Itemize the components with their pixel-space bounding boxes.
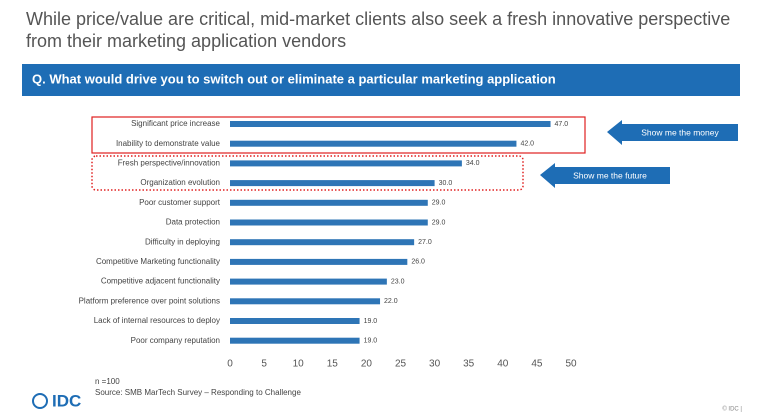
logo-mark	[32, 393, 48, 409]
value-label: 23.0	[391, 278, 405, 285]
x-tick-label: 45	[531, 359, 543, 370]
y-tick-label: Fresh perspective/innovation	[118, 159, 220, 168]
y-tick-label: Difficulty in deploying	[145, 237, 220, 246]
source: Source: SMB MarTech Survey – Responding …	[95, 388, 301, 397]
x-tick-label: 25	[395, 359, 407, 370]
y-tick-label: Poor customer support	[139, 198, 221, 207]
value-label: 30.0	[439, 180, 453, 187]
bar	[230, 140, 517, 147]
value-label: 29.0	[432, 200, 446, 207]
y-tick-label: Inability to demonstrate value	[116, 139, 221, 148]
highlight-box	[91, 116, 586, 154]
value-label: 29.0	[432, 219, 446, 226]
value-label: 47.0	[555, 121, 569, 128]
value-label: 22.0	[384, 298, 398, 305]
bar	[230, 298, 381, 305]
logo: IDC	[52, 391, 81, 410]
y-tick-label: Platform preference over point solutions	[79, 296, 220, 305]
y-tick-label: Significant price increase	[131, 119, 220, 128]
x-tick-label: 5	[261, 359, 267, 370]
y-tick-label: Competitive Marketing functionality	[96, 257, 220, 266]
x-tick-label: 10	[293, 359, 305, 370]
bar	[230, 219, 428, 226]
x-tick-label: 35	[463, 359, 475, 370]
bar	[230, 258, 408, 265]
bar	[230, 180, 435, 187]
annotation: Show me the money	[641, 127, 719, 137]
bar	[230, 160, 462, 167]
bar	[230, 239, 415, 246]
arrow	[540, 163, 670, 188]
question: Q. What would drive you to switch out or…	[32, 71, 556, 86]
footer: © IDC |	[722, 406, 742, 413]
x-tick-label: 15	[327, 359, 339, 370]
bar	[230, 121, 551, 127]
annotation: Show me the future	[573, 170, 647, 180]
y-tick-label: Poor company reputation	[131, 336, 220, 345]
bar	[230, 318, 360, 324]
slide-title: While price/value are critical, mid-mark…	[26, 9, 731, 51]
x-tick-label: 50	[565, 359, 577, 370]
y-tick-label: Competitive adjacent functionality	[101, 277, 220, 286]
bar	[230, 199, 428, 206]
value-label: 27.0	[418, 239, 432, 246]
bar	[230, 278, 387, 285]
x-tick-label: 20	[361, 359, 373, 370]
x-tick-label: 30	[429, 359, 441, 370]
bar	[230, 337, 360, 344]
highlight-box-dotted	[91, 155, 524, 191]
question-banner	[22, 64, 740, 96]
value-label: 26.0	[411, 259, 425, 266]
y-tick-label: Lack of internal resources to deploy	[94, 316, 220, 325]
x-tick-label: 40	[497, 359, 509, 370]
arrow	[607, 120, 738, 145]
value-label: 42.0	[520, 141, 534, 148]
value-label: 19.0	[364, 338, 378, 345]
y-tick-label: Organization evolution	[140, 178, 220, 187]
y-tick-label: Data protection	[166, 218, 220, 227]
x-tick-label: 0	[227, 359, 233, 370]
value-label: 19.0	[364, 318, 378, 325]
value-label: 34.0	[466, 160, 480, 167]
note: n =100	[95, 377, 120, 386]
